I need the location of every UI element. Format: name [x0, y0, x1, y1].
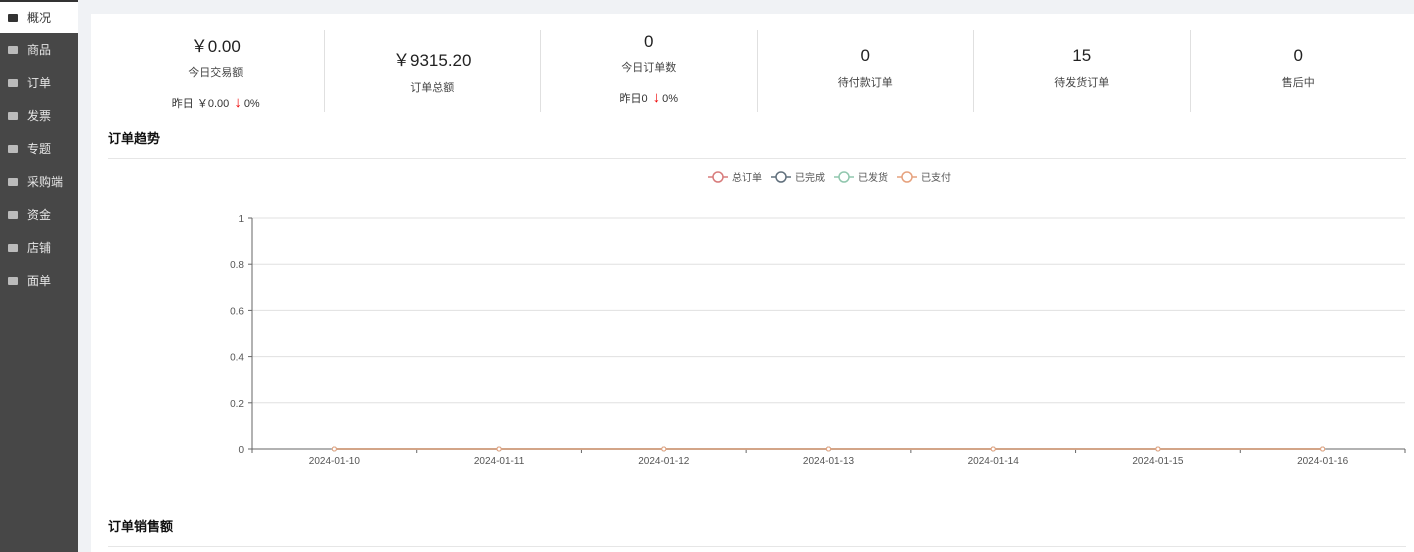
stat-today-orders: 0 今日订单数 昨日0 ↓ 0%	[540, 30, 757, 112]
stat-value: 15	[1072, 46, 1092, 65]
stat-compare: 昨日0 ↓ 0%	[541, 89, 757, 106]
legend-marker-icon	[901, 171, 913, 183]
stat-label: 今日订单数	[621, 62, 677, 74]
sidebar-item-label: 商品	[27, 43, 52, 57]
briefcase-icon	[8, 177, 18, 186]
sidebar-item-5[interactable]: 采购端	[0, 165, 78, 198]
legend-item[interactable]: 已完成	[795, 171, 825, 184]
briefcase-icon	[8, 144, 18, 153]
dashboard-card: ￥0.00 今日交易额 昨日 ￥0.00 ↓ 0% ￥9315.20 订单总额 0…	[91, 14, 1414, 552]
data-point	[661, 446, 667, 452]
data-point	[331, 446, 337, 452]
data-point	[826, 446, 831, 452]
legend-marker-icon	[712, 171, 724, 183]
stat-label: 订单总额	[410, 82, 455, 94]
sidebar: 概况商品订单发票专题采购端资金店铺面单	[0, 0, 78, 552]
stat-order-total: ￥9315.20 订单总额	[323, 30, 541, 112]
sidebar-item-8[interactable]: 面单	[0, 264, 78, 297]
arrow-down-icon: ↓	[234, 94, 242, 111]
stats-row: ￥0.00 今日交易额 昨日 ￥0.00 ↓ 0% ￥9315.20 订单总额 0…	[108, 30, 1406, 112]
y-tick-label: 0.4	[230, 353, 244, 364]
arrow-down-icon: ↓	[652, 89, 661, 106]
sidebar-item-2[interactable]: 订单	[0, 66, 78, 99]
sidebar-item-label: 采购端	[27, 175, 64, 189]
y-tick-label: 0.6	[230, 306, 244, 317]
sidebar-item-6[interactable]: 资金	[0, 198, 78, 231]
x-tick-label: 2024-01-15	[1132, 456, 1184, 467]
section-title-sales: 订单销售额	[108, 516, 1406, 547]
stat-today-trade: ￥0.00 今日交易额 昨日 ￥0.00 ↓ 0%	[108, 30, 324, 112]
sidebar-item-1[interactable]: 商品	[0, 33, 78, 66]
legend-marker-icon	[775, 171, 787, 183]
sidebar-item-4[interactable]: 专题	[0, 132, 78, 165]
x-tick-label: 2024-01-13	[803, 456, 855, 467]
x-tick-label: 2024-01-10	[309, 456, 361, 467]
legend-item[interactable]: 已支付	[921, 171, 951, 184]
compare-text: 昨日 ￥0.00	[171, 98, 230, 110]
order-trend-chart: 0 0.2 0.4 0.6 0.8 1 2024-01-10 2024-01-11 2024-0…	[230, 171, 1406, 467]
sidebar-item-0[interactable]: 概况	[0, 0, 78, 33]
compare-pct: 0%	[662, 93, 679, 105]
legend-marker-icon	[838, 171, 850, 183]
store-icon	[8, 243, 18, 252]
x-tick-label: 2024-01-16	[1297, 456, 1349, 467]
x-tick-label: 2024-01-11	[474, 456, 525, 467]
data-point	[496, 446, 502, 452]
stat-pending-payment: 0 待付款订单	[756, 30, 974, 112]
sidebar-item-label: 订单	[27, 76, 52, 90]
data-point	[990, 446, 996, 452]
y-tick-label: 0	[238, 445, 244, 456]
y-tick-label: 0.2	[230, 399, 244, 410]
stat-value: ￥9315.20	[393, 51, 472, 70]
stat-value: 0	[644, 32, 654, 51]
sidebar-item-label: 发票	[27, 109, 52, 123]
stat-after-sales: 0 售后中	[1189, 30, 1407, 112]
stat-label: 今日交易额	[188, 67, 244, 79]
stat-label: 待发货订单	[1054, 77, 1110, 89]
stat-compare: 昨日 ￥0.00 ↓ 0%	[108, 94, 324, 111]
legend-item[interactable]: 总订单	[732, 171, 762, 184]
briefcase-icon	[8, 111, 18, 120]
briefcase-icon	[8, 210, 18, 219]
sidebar-item-label: 资金	[27, 208, 52, 222]
data-point	[1320, 446, 1326, 452]
sidebar-item-7[interactable]: 店铺	[0, 231, 78, 264]
y-tick-label: 0.8	[230, 260, 244, 271]
stat-value: 0	[1293, 46, 1303, 65]
sidebar-item-label: 面单	[27, 274, 52, 288]
section-title-trend: 订单趋势	[108, 128, 1406, 159]
monitor-icon	[8, 13, 18, 22]
clipboard-icon	[8, 78, 18, 87]
stat-label: 待付款订单	[837, 77, 893, 89]
stat-value: 0	[860, 46, 870, 65]
sidebar-item-label: 概况	[27, 11, 52, 25]
y-tick-label: 1	[238, 214, 244, 225]
x-tick-label: 2024-01-12	[638, 456, 690, 467]
sidebar-item-label: 专题	[27, 142, 52, 156]
stat-label: 售后中	[1281, 77, 1315, 89]
sidebar-item-3[interactable]: 发票	[0, 99, 78, 132]
data-point	[1155, 446, 1161, 452]
compare-text: 昨日0	[619, 93, 648, 105]
legend-item[interactable]: 已发货	[858, 171, 888, 184]
x-tick-label: 2024-01-14	[968, 456, 1020, 467]
stat-value: ￥0.00	[190, 37, 241, 56]
bag-icon	[8, 45, 18, 54]
stat-pending-shipment: 15 待发货订单	[973, 30, 1190, 112]
sidebar-item-label: 店铺	[27, 241, 52, 255]
printer-icon	[8, 276, 18, 285]
compare-pct: 0%	[243, 98, 260, 110]
